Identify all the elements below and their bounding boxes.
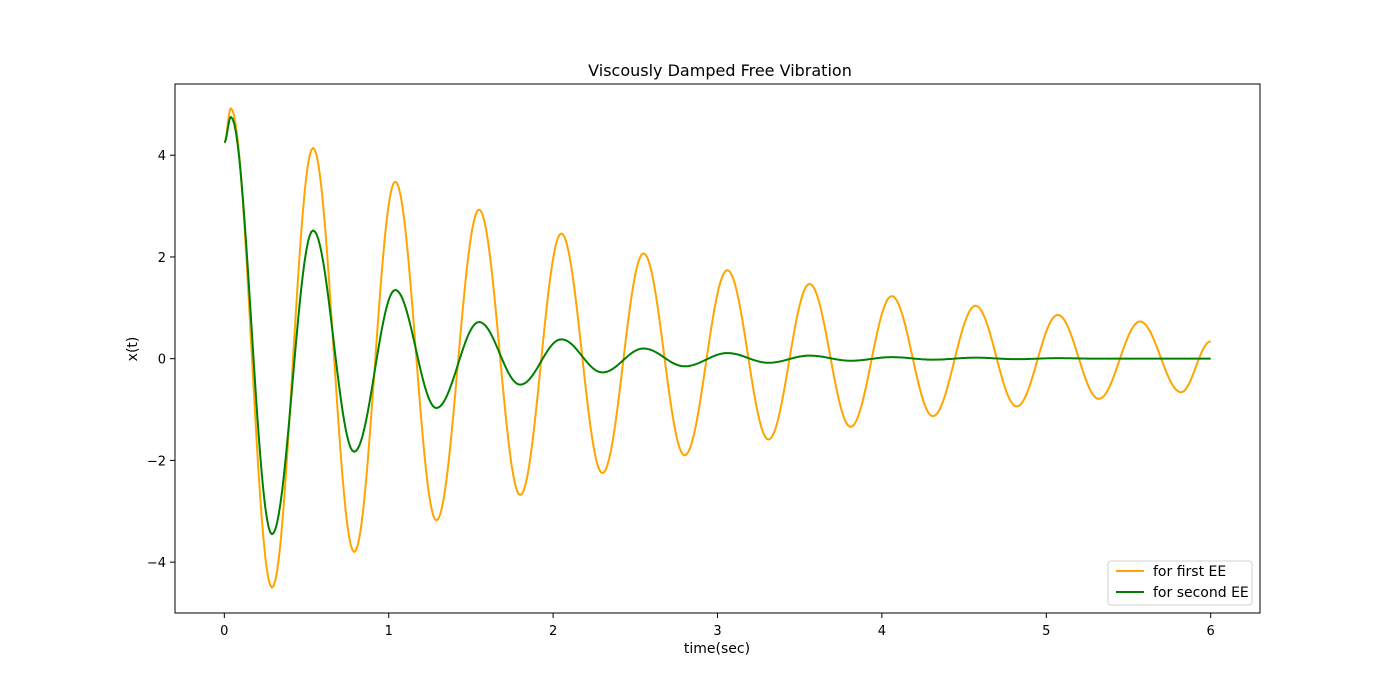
y-tick-label: −2 xyxy=(147,454,166,469)
legend: for first EE for second EE xyxy=(1107,560,1253,606)
x-tick-label: 0 xyxy=(220,624,228,639)
y-tick-label: 4 xyxy=(158,149,166,164)
y-axis-label: x(t) xyxy=(125,337,141,362)
series-line-second-ee xyxy=(223,116,1211,536)
plot-frame xyxy=(174,83,1261,614)
x-tick-label: 1 xyxy=(385,624,393,639)
x-axis-label: time(sec) xyxy=(684,641,750,657)
x-tick-label: 6 xyxy=(1207,624,1215,639)
x-tick-label: 5 xyxy=(1042,624,1050,639)
y-tick-label: −4 xyxy=(147,556,166,571)
plot-area: 0 1 2 3 4 5 6 −4 −2 0 2 4 xyxy=(147,83,1261,639)
legend-label-second-ee: for second EE xyxy=(1153,585,1249,601)
series-layer xyxy=(223,107,1211,589)
y-axis-ticks: −4 −2 0 2 4 xyxy=(147,149,175,571)
x-tick-label: 2 xyxy=(549,624,557,639)
y-tick-label: 0 xyxy=(158,353,166,368)
legend-label-first-ee: for first EE xyxy=(1153,564,1226,580)
series-line-first-ee xyxy=(223,107,1211,589)
x-axis-ticks: 0 1 2 3 4 5 6 xyxy=(220,613,1215,639)
x-tick-label: 4 xyxy=(878,624,886,639)
y-tick-label: 2 xyxy=(158,251,166,266)
chart-title: Viscously Damped Free Vibration xyxy=(588,61,852,80)
x-tick-label: 3 xyxy=(713,624,721,639)
